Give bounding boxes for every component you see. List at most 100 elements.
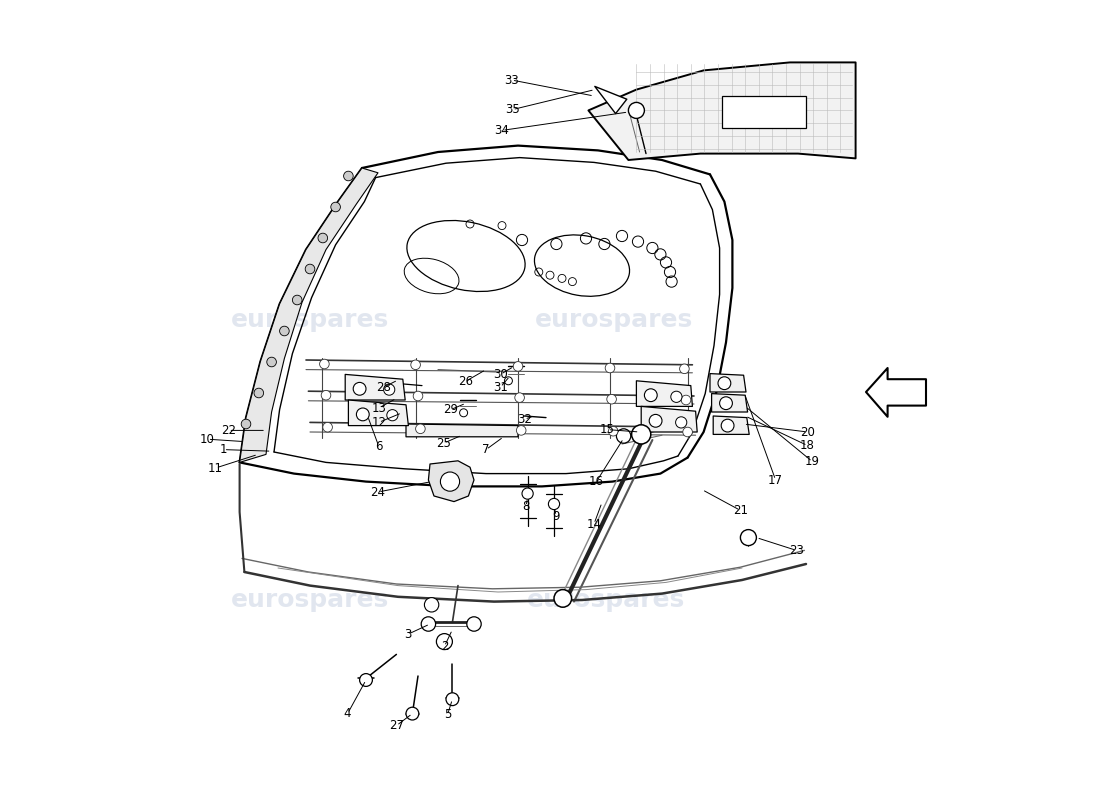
Circle shape [549,498,560,510]
Text: 9: 9 [552,510,560,522]
Circle shape [387,410,398,421]
Circle shape [683,427,692,437]
Circle shape [353,382,366,395]
Circle shape [675,417,686,428]
Text: 18: 18 [800,439,815,452]
Circle shape [649,414,662,427]
Text: 26: 26 [458,375,473,388]
Polygon shape [641,406,697,432]
Circle shape [628,102,645,118]
Polygon shape [595,86,627,114]
Text: 19: 19 [805,455,820,468]
Text: 33: 33 [504,74,519,86]
Text: 28: 28 [376,381,390,394]
Circle shape [515,393,525,402]
Text: 11: 11 [208,462,223,474]
Circle shape [466,617,481,631]
Text: 12: 12 [372,416,386,429]
Text: 13: 13 [372,402,386,414]
Polygon shape [345,374,405,400]
Circle shape [522,488,534,499]
Circle shape [406,707,419,720]
Polygon shape [588,62,856,160]
Polygon shape [240,168,378,462]
Circle shape [554,590,572,607]
Circle shape [293,295,303,305]
Circle shape [681,395,691,405]
Text: eurospares: eurospares [535,308,693,332]
Circle shape [608,426,618,436]
Text: 29: 29 [443,403,459,416]
Text: 31: 31 [493,381,508,394]
Text: 17: 17 [768,474,783,486]
Circle shape [446,693,459,706]
Polygon shape [406,424,518,437]
Circle shape [318,234,328,242]
Polygon shape [349,400,408,426]
Circle shape [356,408,370,421]
Text: 5: 5 [444,708,451,721]
Text: 22: 22 [221,424,235,437]
Circle shape [320,359,329,369]
Circle shape [460,409,467,417]
Circle shape [410,360,420,370]
Circle shape [605,363,615,373]
Circle shape [267,357,276,366]
Circle shape [607,394,616,404]
Text: 2: 2 [441,640,448,653]
Circle shape [360,674,373,686]
Text: eurospares: eurospares [527,588,685,612]
Text: 20: 20 [800,426,815,438]
Text: 8: 8 [522,500,530,513]
Text: 21: 21 [733,504,748,517]
Text: eurospares: eurospares [231,308,389,332]
Text: 1: 1 [220,443,228,456]
Text: 15: 15 [601,423,615,436]
Circle shape [645,389,657,402]
Text: 16: 16 [588,475,604,488]
Circle shape [671,391,682,402]
Text: 34: 34 [495,124,509,137]
Circle shape [321,390,331,400]
Circle shape [616,429,630,443]
Circle shape [279,326,289,336]
Text: 27: 27 [389,719,404,732]
Circle shape [384,384,395,395]
Circle shape [634,426,648,441]
Text: 6: 6 [375,440,383,453]
Text: eurospares: eurospares [231,588,389,612]
Text: 25: 25 [437,437,451,450]
Text: 23: 23 [789,544,804,557]
Circle shape [680,364,690,374]
Circle shape [414,391,422,401]
Polygon shape [866,368,926,417]
Text: 4: 4 [344,707,351,720]
Text: 10: 10 [200,433,214,446]
Text: 30: 30 [493,368,508,381]
Circle shape [516,426,526,435]
Text: 32: 32 [517,413,531,426]
Circle shape [305,264,315,274]
Circle shape [421,617,436,631]
Circle shape [437,634,452,650]
Polygon shape [637,381,692,406]
Circle shape [740,530,757,546]
Circle shape [425,598,439,612]
Circle shape [241,419,251,429]
Circle shape [331,202,340,212]
Circle shape [514,362,522,371]
Text: 7: 7 [482,443,490,456]
Circle shape [322,422,332,432]
Polygon shape [428,461,474,502]
Circle shape [505,377,513,385]
Circle shape [440,472,460,491]
Circle shape [343,171,353,181]
Text: 3: 3 [404,628,411,641]
Text: 14: 14 [586,518,602,530]
Text: 24: 24 [371,486,385,498]
Bar [722,96,806,128]
Circle shape [416,424,426,434]
Circle shape [719,397,733,410]
Circle shape [631,425,651,444]
Circle shape [718,377,730,390]
